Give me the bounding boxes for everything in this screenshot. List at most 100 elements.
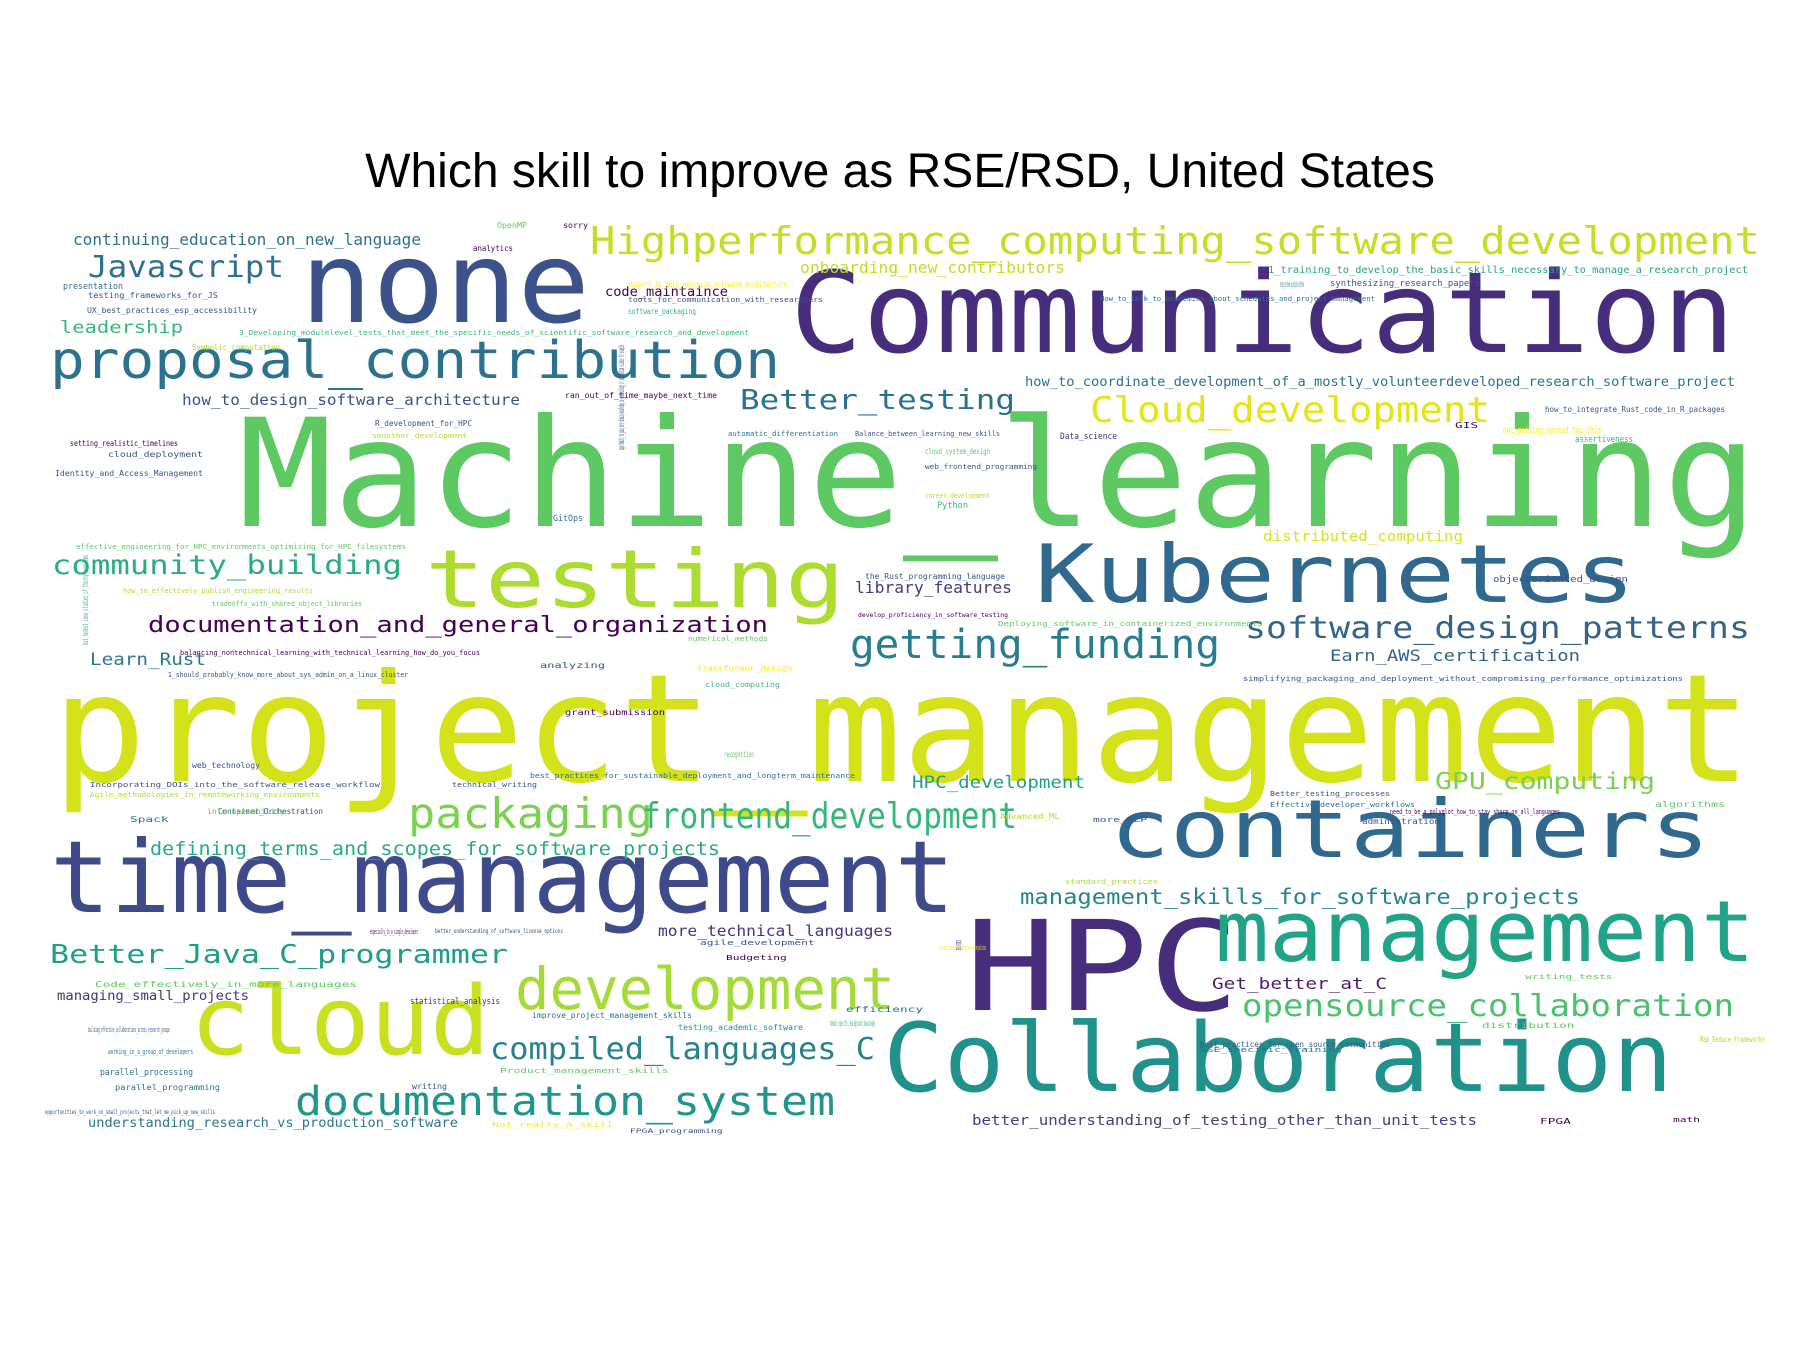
word-testing-frameworks-for-js: testing_frameworks_for_JS [88, 291, 218, 300]
word-better-understanding-of-software-license-options: better_understanding_of_software_license… [435, 928, 563, 935]
word-especially-in-a-single-developer: especially_in_a_single_developer [370, 928, 418, 936]
word-transformer-design: transformer_design [697, 664, 792, 673]
word-smoother-development: smoother_development [372, 432, 467, 440]
word-ux-best-practices-esp-accessibility: UX_best_practices_esp_accessibility [87, 306, 257, 315]
word-presentation: presentation [63, 282, 123, 292]
word-parallel-processing: parallel_processing [100, 1068, 193, 1078]
word-identity-and-access-management: Identity_and_Access_Management [55, 469, 203, 478]
word-parallel-programming: parallel_programming [115, 1083, 220, 1092]
word-better-understanding-of-testing-other-than-unit-tests: better_understanding_of_testing_other_th… [972, 1113, 1477, 1129]
word-opportunity-to-gain-more-domain-knowledge-in-epidemiology-or-information-science-for-example: opportunity_to_gain_more_domain_knowledg… [617, 345, 626, 450]
word-numerical-methods: numerical_methods [688, 635, 768, 643]
word-openmp: OpenMP [497, 221, 527, 230]
word-the-rust-programming-language: the_Rust_programming_language [865, 572, 1005, 581]
word-packaging: packaging [408, 789, 653, 838]
word-efficiency: efficiency [846, 1005, 924, 1014]
word-more-technical-languages: more_technical_languages [658, 922, 893, 940]
word-math: math [1673, 1116, 1700, 1124]
word-symbolic-computation: Symbolic_computation [192, 343, 280, 352]
word-earn-aws-certification: Earn_AWS_certification [1330, 646, 1580, 665]
word-management: management [1215, 883, 1755, 982]
word-career-development: career_development [925, 492, 990, 500]
word-2-a-refresher-course-on-writing-papers-for-conference-and-publication: 2_A_refresher_course_on_writing_papers_f… [938, 944, 986, 952]
word-testing-software-on-multiple-platforms: testing_software_on_multiple_platforms [1280, 280, 1304, 289]
word-collaboration: Collaboration [883, 1004, 1673, 1114]
word-software-packaging: software_packaging [628, 307, 696, 316]
word-python: Python [937, 501, 968, 511]
word-standard-practices: standard_practices [1065, 878, 1158, 886]
word-rse-specific-training: RSE_specific_training [1200, 1046, 1342, 1054]
word-fpga: FPGA [1540, 1117, 1571, 1126]
word-but-honest-case-studies-of-thorny-problems: but_honest_case_studies_of_thorny_proble… [81, 555, 90, 645]
word-gis: GIS [1455, 421, 1479, 430]
word-how-to-effectively-publish-engineering-results: how_to_effectively_publish_engineering_r… [123, 587, 313, 595]
word-web-technology: web_technology [192, 761, 260, 770]
word-simplifying-packaging-and-deployment-without-compromising-performance-optimizations: simplifying_packaging_and_deployment_wit… [1243, 675, 1683, 683]
word-defining-terms-and-scopes-for-software-projects: defining_terms_and_scopes_for_software_p… [150, 838, 720, 860]
word-code-maintaince: code_maintaince [605, 285, 728, 300]
word-gitops: GitOps [553, 514, 583, 524]
word-building-effective-collaborations-across-research-groups: building_effective_collaborations_across… [88, 1026, 170, 1034]
word-communication: Communication [790, 249, 1735, 379]
word-testing-academic-software: testing_academic_software [678, 1023, 803, 1032]
word-deploying-software-in-containerized-environments: Deploying_software_in_containerized_envi… [998, 620, 1263, 628]
word-testing: testing [425, 533, 845, 626]
word-objectoriented-design: objectoriented_design [1493, 575, 1628, 585]
word-frontend-development: frontend_development [642, 796, 1017, 837]
word-library-features: library_features [855, 578, 1012, 597]
word-managing-small-projects: managing_small_projects [57, 989, 249, 1004]
word-getting-funding: getting_funding [850, 622, 1220, 668]
word-compiled-languages-c: compiled_languages_C [490, 1032, 875, 1067]
word-effective-engineering-for-hpc-environments-optimizing-for-hpc-filesystems: effective_engineering_for_HPC_environmen… [76, 543, 407, 551]
word-better-testing-processes: Better_testing_processes [1270, 790, 1390, 798]
word-javascript: Javascript [88, 250, 284, 285]
word-fpga-programming: FPGA_programming [630, 1128, 723, 1135]
word-working-in-a-group-of-developers: working_in_a_group_of_developers [108, 1048, 193, 1056]
word-general-programming: general_programming [954, 940, 964, 950]
word-web-frontend-programming: web_frontend_programming [925, 463, 1037, 471]
word-advanced-ml: Advanced_ML [1000, 812, 1060, 821]
word-recognition: recognition [724, 750, 754, 759]
word-effective-developer-workflows: Effective_developer_workflows [1270, 801, 1415, 809]
word-how-to-coordinate-development-of-a-mostly-volunteerdeveloped-research-software-project: how_to_coordinate_development_of_a_mostl… [1025, 375, 1735, 390]
word-containers: containers [1110, 783, 1710, 876]
word-cloud-computing: cloud_computing [705, 681, 780, 689]
word-cloud-development: Cloud_development [1090, 390, 1490, 431]
wordcloud-title: Which skill to improve as RSE/RSD, Unite… [365, 145, 1435, 198]
word-product-management-skills: Product_management_skills [500, 1067, 669, 1075]
word-highperformance-computing-software-development: Highperformance_computing_software_devel… [590, 219, 1760, 263]
word-none: none [300, 219, 590, 349]
word-spack: Spack [130, 815, 169, 824]
word-best-practices-for-open-source-communities: best_practices_for_open_source_communiti… [1200, 1040, 1390, 1049]
word-how-to-integrate-rust-code-in-r-packages: how_to_integrate_Rust_code_in_R_packages [1545, 405, 1725, 414]
word-better-java-c-programmer: Better_Java_C_programmer [50, 940, 508, 970]
word-need-to-be-a-polyglot-how-to-stay-sharp-on-all-languages: need_to_be_a_polyglot_how_to_stay_sharp_… [1390, 808, 1560, 816]
word-more-nlp: more_NLP [1093, 816, 1147, 824]
word-domain-specific-background-knowledge: domain_specific_background_knowledge [830, 1019, 875, 1028]
word-data-science: Data_science [1060, 432, 1117, 442]
word-cloud: cloud [190, 967, 490, 1077]
word-balancing-nontechnical-learning-with-technical-learning-how-do-you-focus: balancing_nontechnical_learning_with_tec… [180, 649, 480, 657]
word-better-testing: Better_testing [740, 383, 1015, 416]
word-ran-out-of-time-maybe-next-time: ran_out_of_time_maybe_next_time [565, 391, 717, 400]
word-support-to-help-optimize-software-architecture: support_to_help_optimize_software_archit… [627, 280, 787, 289]
word-3-developing-modulelevel-tests-that-meet-the-specific-needs-of-scientific-software-research-and-development: 3_Developing_modulelevel_tests_that_meet… [239, 329, 749, 337]
word-container-orchestration: Container_Orchestration [218, 807, 323, 816]
word-not-really-a-skill: Not_really_a_skill [492, 1121, 614, 1129]
word-documentation-system: documentation_system [295, 1079, 835, 1125]
word-onboarding-new-contributors: onboarding_new_contributors [800, 258, 1065, 277]
word-get-better-at-c: Get_better_at_C [1212, 974, 1387, 993]
word-map-reduce-frameworks: Map_Reduce_frameworks [1700, 1035, 1765, 1044]
word-tradeoffs-with-shared-object-libraries: tradeoffs_with_shared_object_libraries [212, 600, 362, 608]
word-management-skills-for-software-projects: management_skills_for_software_projects [1020, 885, 1580, 909]
word-algorithms: algorithms [1655, 800, 1725, 809]
word-distributed-computing: distributed_computing [1263, 529, 1463, 545]
word-interoperability: interoperability [207, 807, 285, 816]
word-statistical-analysis: statistical_analysis [410, 997, 500, 1007]
word-synthesizing-research-papers: synthesizing_research_papers [1330, 279, 1480, 289]
word-machine-learning: Machine_learning [238, 388, 1758, 562]
word-distribution: distribution [1482, 1021, 1575, 1030]
word-cloud-deployment: cloud_deployment [108, 450, 203, 459]
word-develop-proficiency-in-software-testing: develop_proficiency_in_software_testing [858, 612, 1008, 619]
